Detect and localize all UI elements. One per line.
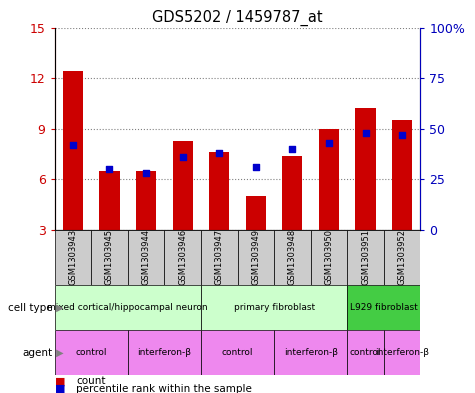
Text: GSM1303945: GSM1303945 bbox=[105, 230, 114, 285]
Bar bbox=[392, 120, 412, 230]
Text: GSM1303944: GSM1303944 bbox=[142, 230, 151, 285]
Bar bbox=[246, 196, 266, 230]
Text: count: count bbox=[76, 376, 105, 386]
Text: ■: ■ bbox=[55, 384, 65, 393]
Title: GDS5202 / 1459787_at: GDS5202 / 1459787_at bbox=[152, 10, 323, 26]
Bar bbox=[347, 230, 384, 285]
Text: interferon-β: interferon-β bbox=[284, 348, 338, 357]
Bar bbox=[128, 230, 164, 285]
Bar bbox=[164, 230, 201, 285]
Bar bbox=[55, 285, 201, 330]
Text: interferon-β: interferon-β bbox=[137, 348, 191, 357]
Bar bbox=[347, 285, 420, 330]
Text: primary fibroblast: primary fibroblast bbox=[234, 303, 314, 312]
Point bbox=[179, 154, 186, 160]
Bar bbox=[128, 330, 201, 375]
Bar bbox=[274, 230, 311, 285]
Bar bbox=[201, 285, 347, 330]
Text: GSM1303951: GSM1303951 bbox=[361, 230, 370, 285]
Bar bbox=[238, 230, 274, 285]
Bar bbox=[282, 156, 303, 230]
Text: GSM1303948: GSM1303948 bbox=[288, 230, 297, 285]
Bar bbox=[209, 152, 229, 230]
Point bbox=[325, 140, 332, 146]
Text: L929 fibroblast: L929 fibroblast bbox=[350, 303, 418, 312]
Bar bbox=[384, 330, 420, 375]
Point bbox=[398, 132, 406, 138]
Text: agent: agent bbox=[22, 348, 52, 358]
Text: ▶: ▶ bbox=[53, 348, 64, 358]
Bar bbox=[355, 108, 376, 230]
Bar bbox=[384, 230, 420, 285]
Text: GSM1303947: GSM1303947 bbox=[215, 230, 224, 285]
Bar bbox=[99, 171, 120, 230]
Text: GSM1303946: GSM1303946 bbox=[178, 230, 187, 285]
Point bbox=[69, 142, 77, 148]
Text: ■: ■ bbox=[55, 376, 65, 386]
Point bbox=[142, 170, 150, 176]
Bar bbox=[319, 129, 339, 230]
Bar bbox=[311, 230, 347, 285]
Bar bbox=[55, 330, 128, 375]
Text: control: control bbox=[350, 348, 381, 357]
Text: GSM1303950: GSM1303950 bbox=[324, 230, 333, 285]
Bar bbox=[347, 330, 384, 375]
Text: GSM1303949: GSM1303949 bbox=[251, 230, 260, 285]
Point bbox=[289, 146, 296, 152]
Text: control: control bbox=[222, 348, 253, 357]
Text: GSM1303952: GSM1303952 bbox=[398, 230, 407, 285]
Text: interferon-β: interferon-β bbox=[375, 348, 429, 357]
Bar bbox=[172, 141, 193, 230]
Bar bbox=[63, 72, 83, 230]
Bar bbox=[91, 230, 128, 285]
Bar bbox=[201, 330, 274, 375]
Text: ▶: ▶ bbox=[53, 303, 64, 312]
Point bbox=[216, 150, 223, 156]
Text: cell type: cell type bbox=[8, 303, 52, 312]
Point bbox=[105, 166, 113, 172]
Bar bbox=[136, 171, 156, 230]
Bar bbox=[201, 230, 238, 285]
Text: control: control bbox=[76, 348, 107, 357]
Point bbox=[252, 164, 259, 170]
Bar bbox=[55, 230, 91, 285]
Bar bbox=[274, 330, 347, 375]
Point bbox=[362, 130, 370, 136]
Text: GSM1303943: GSM1303943 bbox=[68, 230, 77, 285]
Text: mixed cortical/hippocampal neuron: mixed cortical/hippocampal neuron bbox=[48, 303, 208, 312]
Text: percentile rank within the sample: percentile rank within the sample bbox=[76, 384, 252, 393]
